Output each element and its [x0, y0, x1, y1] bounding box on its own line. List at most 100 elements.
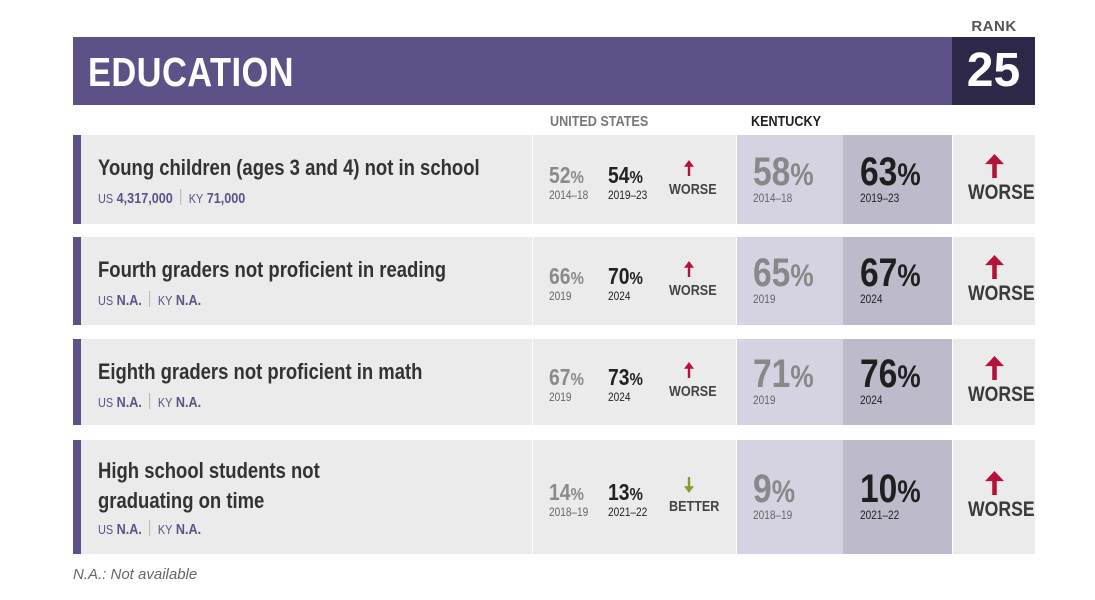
ky-trend-cell: WORSE [953, 237, 1035, 325]
divider [180, 189, 182, 205]
column-header-us: UNITED STATES [550, 113, 649, 130]
ky-trend-cell: WORSE [953, 339, 1035, 425]
us-old-year: 2019 [549, 390, 572, 404]
us-old-year: 2018–19 [549, 505, 589, 519]
rank-label: RANK [971, 18, 1017, 35]
indicator-label-cell: Fourth graders not proficient in reading… [73, 237, 532, 325]
ky-old-value: 58% [753, 149, 814, 194]
indicator-counts: US N.A. KY N.A. [98, 393, 221, 411]
ky-count: N.A. [175, 292, 202, 309]
arrow-up-icon [684, 362, 694, 378]
indicator-counts: US N.A. KY N.A. [98, 291, 221, 309]
ky-count-label: KY [157, 395, 173, 410]
us-new-value: 70% [608, 263, 643, 289]
indicator-title: High school students not [98, 458, 320, 483]
indicator-row: High school students not graduating on ti… [73, 440, 1035, 554]
indicator-label-cell: Eighth graders not proficient in math US… [73, 339, 532, 425]
ky-old-cell: 9% 2018–19 [737, 440, 843, 554]
ky-count: N.A. [175, 394, 202, 411]
column-header-ky: KENTUCKY [751, 113, 822, 130]
ky-new-cell: 67% 2024 [843, 237, 952, 325]
ky-old-year: 2019 [753, 292, 776, 306]
rank-value: 25 [952, 37, 1035, 105]
ky-trend-cell: WORSE [953, 440, 1035, 554]
ky-count: N.A. [175, 521, 202, 538]
ky-trend-cell: WORSE [953, 135, 1035, 224]
arrow-down-icon [684, 477, 694, 493]
ky-count-label: KY [157, 522, 173, 537]
indicator-title: Young children (ages 3 and 4) not in sch… [98, 155, 480, 180]
ky-count-label: KY [157, 293, 173, 308]
ky-old-cell: 58% 2014–18 [737, 135, 843, 224]
us-values-cell: 14% 2018–19 13% 2021–22 BETTER [533, 440, 736, 554]
indicator-counts: US N.A. KY N.A. [98, 520, 221, 538]
divider [149, 393, 151, 409]
ky-old-year: 2019 [753, 393, 776, 407]
us-old-value: 67% [549, 364, 584, 390]
us-new-year: 2019–23 [608, 187, 648, 202]
us-old-value: 14% [549, 479, 584, 505]
us-trend-label: BETTER [669, 498, 720, 515]
us-new-year: 2024 [608, 390, 631, 404]
us-new-value: 54% [608, 161, 643, 188]
ky-old-value: 9% [753, 467, 795, 511]
us-old-year: 2019 [549, 289, 572, 303]
indicator-title: graduating on time [98, 488, 265, 513]
indicator-label-cell: High school students not graduating on ti… [73, 440, 532, 554]
us-trend-label: WORSE [669, 383, 717, 400]
arrow-up-icon [985, 356, 1004, 380]
ky-old-cell: 65% 2019 [737, 237, 843, 325]
indicator-counts: US 4,317,000 KY 71,000 [98, 189, 273, 207]
arrow-up-icon [684, 159, 694, 176]
us-values-cell: 52% 2014–18 54% 2019–23 WORSE [533, 135, 736, 224]
ky-new-cell: 76% 2024 [843, 339, 952, 425]
ky-new-year: 2024 [860, 393, 883, 407]
divider [149, 520, 151, 536]
ky-old-year: 2018–19 [753, 508, 793, 522]
footnote: N.A.: Not available [73, 566, 198, 583]
header-band [73, 37, 952, 105]
indicator-title: Eighth graders not proficient in math [98, 359, 423, 384]
us-values-cell: 66% 2019 70% 2024 WORSE [533, 237, 736, 325]
ky-new-year: 2021–22 [860, 508, 900, 522]
page-title: EDUCATION [88, 49, 294, 95]
us-count-label: US [98, 293, 114, 308]
us-new-value: 73% [608, 364, 643, 390]
us-count: N.A. [116, 394, 142, 411]
ky-count-label: KY [188, 191, 204, 206]
us-old-value: 52% [549, 161, 584, 188]
ky-trend-label: WORSE [968, 383, 1035, 406]
us-new-value: 13% [608, 479, 643, 505]
ky-new-value: 76% [860, 352, 921, 396]
arrow-up-icon [985, 153, 1004, 178]
ky-count: 71,000 [206, 190, 246, 207]
arrow-up-icon [684, 261, 694, 277]
ky-new-value: 63% [860, 149, 921, 194]
ky-old-cell: 71% 2019 [737, 339, 843, 425]
us-old-year: 2014–18 [549, 187, 589, 202]
ky-new-value: 67% [860, 251, 921, 295]
ky-new-cell: 10% 2021–22 [843, 440, 952, 554]
us-count-label: US [98, 191, 114, 206]
us-count: N.A. [116, 292, 142, 309]
us-values-cell: 67% 2019 73% 2024 WORSE [533, 339, 736, 425]
ky-old-value: 71% [753, 352, 814, 396]
indicator-title: Fourth graders not proficient in reading [98, 257, 447, 282]
us-old-value: 66% [549, 263, 584, 289]
arrow-up-icon [985, 471, 1004, 495]
ky-trend-label: WORSE [968, 282, 1035, 305]
us-trend-label: WORSE [669, 180, 717, 198]
divider [149, 291, 151, 307]
ky-new-year: 2019–23 [860, 190, 900, 205]
us-new-year: 2024 [608, 289, 631, 303]
us-count: 4,317,000 [116, 190, 173, 207]
ky-new-cell: 63% 2019–23 [843, 135, 952, 224]
ky-trend-label: WORSE [968, 180, 1035, 204]
ky-trend-label: WORSE [968, 498, 1035, 521]
indicator-row: Fourth graders not proficient in reading… [73, 237, 1035, 325]
indicator-row: Eighth graders not proficient in math US… [73, 339, 1035, 425]
us-new-year: 2021–22 [608, 505, 648, 519]
ky-new-value: 10% [860, 467, 921, 511]
ky-old-value: 65% [753, 251, 814, 295]
us-count-label: US [98, 522, 114, 537]
